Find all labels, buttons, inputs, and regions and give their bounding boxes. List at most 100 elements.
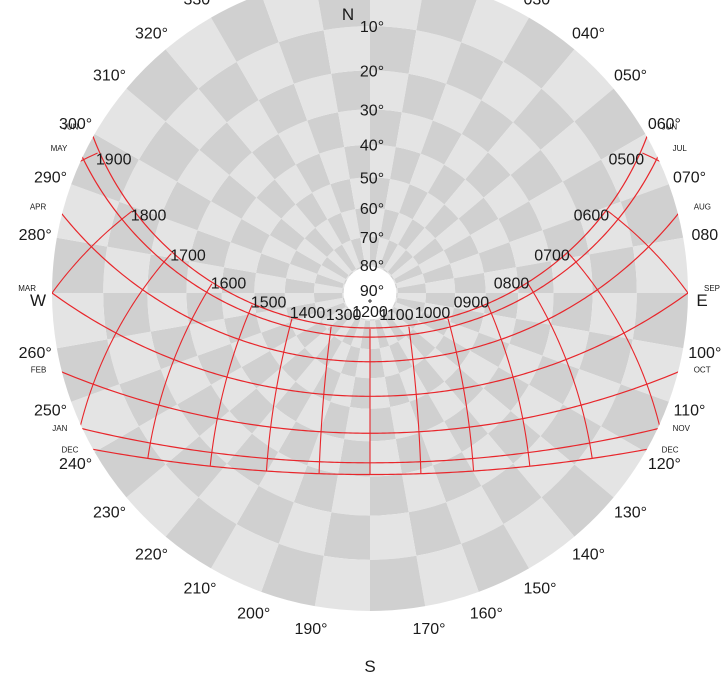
dome-cell — [550, 293, 593, 332]
zenith-disc — [343, 266, 397, 320]
dome-cell — [395, 432, 433, 474]
dome-cell — [295, 358, 328, 394]
dome-cell — [632, 293, 688, 349]
dome-cell — [458, 197, 499, 236]
dome-cell — [165, 497, 237, 569]
dome-cell — [56, 184, 120, 247]
azimuth-label: 110° — [674, 402, 706, 419]
dome-cell — [278, 120, 320, 165]
dome-cell — [71, 134, 139, 202]
dome-cell — [254, 272, 287, 293]
dome-cell — [458, 350, 499, 389]
month-label-west: APR — [30, 203, 47, 212]
azimuth-label: 240° — [59, 456, 92, 473]
hour-label: 1600 — [211, 276, 247, 293]
dome-cell — [444, 134, 489, 180]
month-label-east: JUL — [673, 144, 688, 153]
dome-cell — [422, 263, 454, 284]
dome-cell — [370, 0, 422, 31]
dome-cell — [465, 152, 511, 198]
dome-cell — [401, 465, 447, 513]
dome-cell — [387, 310, 413, 336]
dome-cell — [261, 543, 324, 607]
dome-cell — [374, 319, 390, 349]
dome-cell — [601, 134, 669, 202]
month-label-east: SEP — [704, 284, 720, 293]
dome-cell — [510, 384, 563, 437]
dome-cell — [483, 174, 529, 219]
dome-cell — [416, 0, 477, 43]
dome-cell — [327, 310, 353, 336]
dome-cell — [408, 502, 462, 556]
dome-cell — [197, 201, 242, 243]
dome-cell — [261, 235, 297, 264]
dome-cell — [435, 218, 471, 251]
azimuth-label: 120° — [648, 456, 681, 473]
dome-cell — [444, 406, 489, 452]
dome-cell — [418, 250, 451, 274]
dome-cell — [150, 216, 198, 262]
azimuth-label: 040° — [572, 26, 605, 43]
dome-cell — [397, 283, 427, 293]
dome-cell — [177, 384, 230, 437]
dome-cell — [211, 174, 257, 219]
dome-cell — [406, 329, 436, 359]
dome-cell — [406, 227, 436, 257]
azimuth-label: 310° — [93, 68, 126, 85]
dome-cell — [269, 218, 305, 251]
dome-cell — [241, 350, 282, 389]
azimuth-label: 070° — [673, 170, 706, 187]
dome-cell — [503, 17, 575, 89]
dome-cell — [541, 464, 614, 537]
month-label-east: AUG — [694, 203, 711, 212]
dome-cell — [296, 321, 328, 348]
dome-cell — [432, 452, 482, 503]
azimuth-label: 170° — [412, 621, 445, 638]
azimuth-label: 100° — [688, 345, 721, 362]
dome-cell — [223, 242, 262, 273]
dome-cell — [370, 144, 396, 180]
dome-cell — [229, 152, 275, 198]
dome-cell — [420, 120, 462, 165]
dome-cell — [461, 100, 514, 153]
hour-line — [265, 318, 293, 472]
dome-cell — [478, 242, 517, 273]
azimuth-label: 150° — [523, 580, 556, 597]
dome-cell — [103, 246, 151, 293]
dome-cell — [483, 367, 529, 412]
azimuth-label: 330° — [183, 0, 216, 9]
dome-cell — [446, 42, 504, 101]
dome-cell — [370, 473, 409, 516]
dome-cell — [261, 322, 297, 351]
dome-cell — [278, 502, 332, 556]
month-label-west: MAY — [51, 144, 68, 153]
azimuth-label: 060° — [648, 116, 681, 133]
dome-cell — [323, 512, 370, 560]
dome-cell — [331, 70, 370, 113]
dome-cell — [540, 121, 602, 182]
hour-line — [75, 253, 172, 447]
azimuth-label: 230° — [93, 505, 126, 522]
dome-cell — [319, 401, 350, 440]
dome-cell — [461, 0, 529, 62]
hour-label: 0700 — [534, 248, 570, 265]
dome-cell — [119, 369, 178, 427]
dome-cell — [513, 88, 575, 150]
sky-dome-background — [52, 0, 688, 611]
hour-label: 1800 — [131, 207, 167, 224]
dome-cell — [370, 207, 385, 238]
dome-cell — [56, 339, 120, 402]
dome-cell — [317, 302, 346, 322]
dome-cell — [189, 318, 231, 356]
month-label-west: DEC — [62, 445, 79, 454]
dome-cell — [412, 358, 445, 394]
dome-cell — [304, 227, 334, 257]
dome-cell — [395, 112, 433, 154]
dome-cell — [396, 273, 426, 289]
dome-cell — [331, 473, 370, 516]
month-label-east: OCT — [694, 366, 711, 375]
dome-cell — [256, 179, 296, 219]
dome-cell — [313, 283, 343, 293]
dome-cell — [338, 109, 370, 147]
dome-cell — [444, 179, 484, 219]
